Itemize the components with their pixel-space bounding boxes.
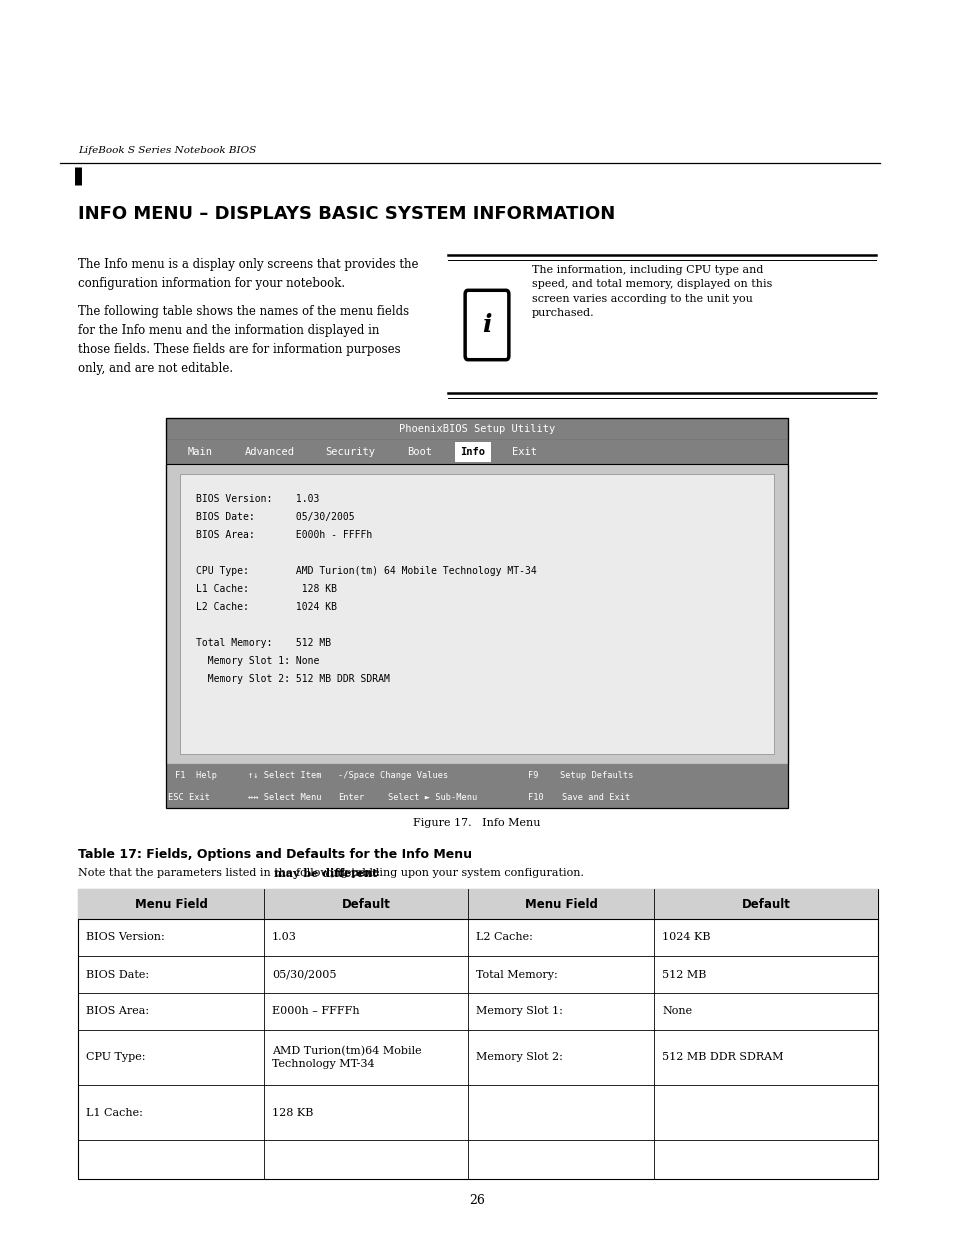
Bar (78, 889, 877, 1179)
Text: 512 MB DDR SDRAM: 512 MB DDR SDRAM (661, 1052, 782, 1062)
Text: None: None (661, 1007, 691, 1016)
Text: E000h – FFFFh: E000h – FFFFh (272, 1007, 359, 1016)
Text: ↔↔ Select Menu: ↔↔ Select Menu (248, 793, 321, 802)
Text: BIOS Version:    1.03: BIOS Version: 1.03 (195, 494, 319, 504)
Bar (166, 464, 787, 764)
Text: Menu Field: Menu Field (524, 898, 597, 910)
Text: 512 MB: 512 MB (661, 969, 705, 979)
Text: Save and Exit: Save and Exit (561, 793, 630, 802)
Text: Memory Slot 2:: Memory Slot 2: (476, 1052, 562, 1062)
Text: BIOS Area:: BIOS Area: (86, 1007, 149, 1016)
Text: Figure 17.   Info Menu: Figure 17. Info Menu (413, 818, 540, 827)
Bar (166, 417, 787, 808)
Text: Setup Defaults: Setup Defaults (559, 771, 633, 779)
Text: 26: 26 (469, 1193, 484, 1207)
Text: Main: Main (188, 447, 213, 457)
Text: L1 Cache:         128 KB: L1 Cache: 128 KB (195, 584, 336, 594)
Text: The information, including CPU type and
speed, and total memory, displayed on th: The information, including CPU type and … (532, 266, 772, 319)
Text: Memory Slot 1: None: Memory Slot 1: None (195, 656, 319, 666)
Text: The Info menu is a display only screens that provides the
configuration informat: The Info menu is a display only screens … (78, 258, 418, 290)
Bar (180, 474, 773, 755)
Text: Advanced: Advanced (245, 447, 294, 457)
Bar (166, 440, 787, 464)
Bar (166, 417, 787, 440)
Text: AMD Turion(tm)64 Mobile
Technology MT-34: AMD Turion(tm)64 Mobile Technology MT-34 (272, 1046, 421, 1070)
Text: 1024 KB: 1024 KB (661, 932, 710, 942)
Text: Total Memory:: Total Memory: (476, 969, 558, 979)
Text: BIOS Version:: BIOS Version: (86, 932, 165, 942)
Text: 05/30/2005: 05/30/2005 (272, 969, 336, 979)
Text: i: i (482, 312, 491, 337)
Text: L1 Cache:: L1 Cache: (86, 1108, 143, 1118)
Text: Memory Slot 2: 512 MB DDR SDRAM: Memory Slot 2: 512 MB DDR SDRAM (195, 674, 390, 684)
Text: 1.03: 1.03 (272, 932, 296, 942)
Text: Select ► Sub-Menu: Select ► Sub-Menu (388, 793, 476, 802)
Text: Info: Info (460, 447, 485, 457)
Text: ESC Exit: ESC Exit (168, 793, 210, 802)
Text: Enter: Enter (337, 793, 364, 802)
Text: -/Space Change Values: -/Space Change Values (337, 771, 448, 779)
Text: Menu Field: Menu Field (134, 898, 207, 910)
Text: Note that the parameters listed in the following table: Note that the parameters listed in the f… (78, 868, 382, 878)
Bar (166, 764, 787, 785)
Bar (78, 889, 877, 919)
Text: BIOS Area:       E000h - FFFFh: BIOS Area: E000h - FFFFh (195, 530, 372, 540)
Text: Table 17: Fields, Options and Defaults for the Info Menu: Table 17: Fields, Options and Defaults f… (78, 848, 472, 861)
Text: F1  Help: F1 Help (174, 771, 216, 779)
Text: L2 Cache:: L2 Cache: (476, 932, 533, 942)
Text: Memory Slot 1:: Memory Slot 1: (476, 1007, 562, 1016)
Text: Boot: Boot (407, 447, 432, 457)
Text: 128 KB: 128 KB (272, 1108, 313, 1118)
Text: CPU Type:        AMD Turion(tm) 64 Mobile Technology MT-34: CPU Type: AMD Turion(tm) 64 Mobile Techn… (195, 566, 537, 576)
Bar (166, 785, 787, 808)
Text: Security: Security (325, 447, 375, 457)
Text: , depending upon your system configuration.: , depending upon your system configurati… (331, 868, 584, 878)
Text: Default: Default (341, 898, 390, 910)
Text: INFO MENU – DISPLAYS BASIC SYSTEM INFORMATION: INFO MENU – DISPLAYS BASIC SYSTEM INFORM… (78, 205, 615, 224)
Text: Total Memory:    512 MB: Total Memory: 512 MB (195, 638, 331, 648)
Text: F9: F9 (527, 771, 537, 779)
Text: may be different: may be different (274, 868, 377, 879)
Text: BIOS Date:: BIOS Date: (86, 969, 149, 979)
Text: BIOS Date:       05/30/2005: BIOS Date: 05/30/2005 (195, 513, 355, 522)
FancyBboxPatch shape (465, 290, 508, 359)
Text: F10: F10 (527, 793, 543, 802)
Text: The following table shows the names of the menu fields
for the Info menu and the: The following table shows the names of t… (78, 305, 409, 375)
Text: ↑↓ Select Item: ↑↓ Select Item (248, 771, 321, 779)
Text: PhoenixBIOS Setup Utility: PhoenixBIOS Setup Utility (398, 424, 555, 433)
Bar (455, 442, 491, 462)
Text: LifeBook S Series Notebook BIOS: LifeBook S Series Notebook BIOS (78, 146, 256, 156)
Text: L2 Cache:        1024 KB: L2 Cache: 1024 KB (195, 601, 336, 613)
Text: Exit: Exit (512, 447, 537, 457)
Text: CPU Type:: CPU Type: (86, 1052, 146, 1062)
Text: Default: Default (740, 898, 790, 910)
